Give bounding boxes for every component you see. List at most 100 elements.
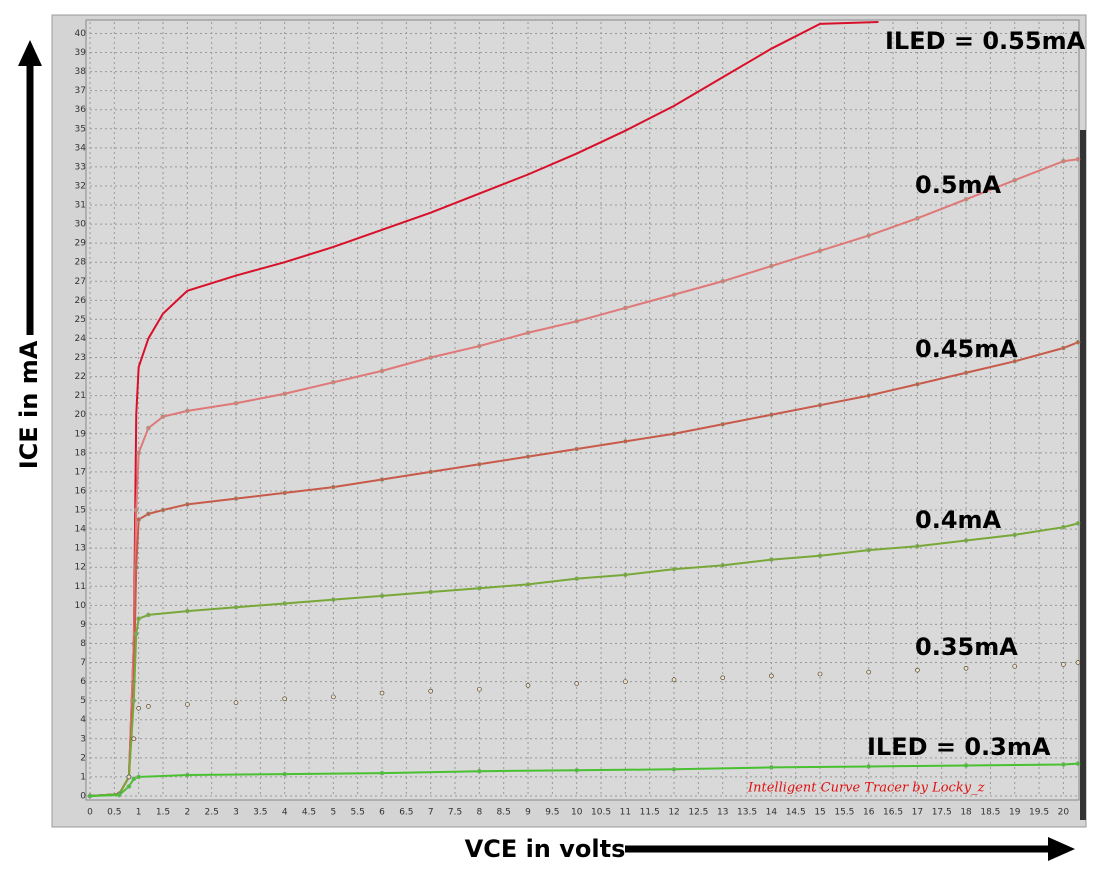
data-point (1061, 762, 1066, 767)
data-point (769, 673, 774, 679)
x-tick-label: 8.5 (497, 808, 511, 818)
series-label: 0.5mA (915, 171, 1002, 199)
y-tick-label: 29 (75, 239, 87, 249)
data-point (1075, 521, 1081, 526)
data-point (1075, 156, 1081, 162)
x-tick-label: 14.5 (786, 808, 806, 818)
series-label: ILED = 0.55mA (885, 27, 1086, 55)
x-tick-label: 13 (717, 808, 728, 818)
y-tick-label: 28 (75, 258, 87, 268)
data-point (915, 667, 920, 673)
data-point (331, 380, 336, 385)
data-point (1061, 662, 1066, 667)
data-point (671, 767, 677, 772)
data-point (963, 665, 969, 671)
data-point (428, 688, 433, 694)
data-point (525, 454, 531, 459)
data-point (623, 439, 628, 444)
data-point (428, 589, 433, 595)
x-tick-label: 2.5 (205, 808, 219, 818)
data-point (379, 690, 385, 696)
x-tick-label: 5.5 (351, 808, 365, 818)
data-point (379, 593, 385, 599)
series-line (89, 21, 879, 797)
data-point (525, 683, 531, 688)
x-tick-label: 7.5 (448, 808, 462, 818)
data-point (1061, 524, 1066, 530)
x-axis-label: VCE in volts (465, 835, 626, 863)
x-tick-label: 18.5 (980, 808, 1000, 818)
data-point (282, 771, 287, 777)
data-point (817, 248, 823, 254)
data-point (769, 412, 774, 418)
x-arrow-head (1048, 837, 1075, 861)
x-tick-label: 1 (136, 808, 142, 818)
plot-area (85, 19, 1080, 801)
data-point (1075, 761, 1081, 766)
data-point (233, 496, 239, 501)
data-point (769, 765, 774, 770)
data-point (623, 679, 628, 684)
data-point (185, 408, 190, 414)
y-tick-label: 6 (80, 677, 86, 687)
data-point (477, 343, 482, 349)
data-point (963, 538, 969, 543)
data-point (428, 355, 433, 360)
x-tick-label: 6.5 (399, 808, 413, 818)
data-point (671, 431, 677, 437)
data-point (574, 576, 579, 581)
data-point (817, 671, 823, 677)
y-tick-label: 18 (75, 448, 87, 458)
y-tick-label: 35 (75, 124, 86, 134)
x-tick-label: 4 (282, 808, 288, 818)
data-point (185, 702, 190, 707)
data-point (133, 631, 139, 637)
y-tick-label: 38 (75, 67, 87, 77)
data-point (720, 563, 726, 568)
data-point (963, 763, 969, 768)
y-tick-label: 21 (75, 391, 86, 401)
x-tick-label: 16 (863, 808, 875, 818)
x-tick-label: 15 (814, 808, 825, 818)
x-tick-label: 12 (668, 808, 679, 818)
x-tick-label: 12.5 (688, 808, 708, 818)
data-point (1075, 660, 1081, 665)
data-point (331, 694, 336, 700)
data-point (133, 564, 139, 570)
x-tick-label: 19 (1009, 808, 1021, 818)
data-point (233, 400, 239, 406)
y-tick-label: 31 (75, 201, 86, 211)
data-point (1012, 532, 1018, 538)
data-point (915, 543, 920, 549)
x-tick-label: 3.5 (253, 808, 267, 818)
y-tick-label: 2 (80, 753, 86, 763)
x-tick-label: 17 (912, 808, 923, 818)
y-tick-label: 3 (80, 734, 86, 744)
series-line (89, 762, 1079, 797)
data-point (146, 704, 151, 709)
data-point (720, 421, 726, 427)
y-tick-label: 19 (75, 429, 87, 439)
data-point (623, 305, 628, 311)
data-point (136, 706, 141, 711)
y-tick-label: 10 (75, 601, 87, 611)
data-point (866, 669, 872, 675)
data-point (525, 582, 531, 587)
data-point (477, 585, 482, 591)
y-tick-label: 1 (80, 772, 86, 782)
y-tick-label: 14 (75, 525, 87, 535)
y-tick-label: 8 (80, 639, 86, 649)
data-point (136, 616, 141, 622)
y-tick-label: 4 (80, 715, 86, 725)
data-point (160, 414, 166, 419)
x-tick-label: 7 (428, 808, 434, 818)
data-point (671, 566, 677, 572)
series-label: 0.35mA (915, 633, 1018, 661)
y-tick-label: 0 (80, 792, 86, 802)
data-point (915, 381, 920, 387)
data-point (160, 507, 166, 513)
x-tick-label: 16.5 (883, 808, 903, 818)
y-axis-label: ICE in mA (15, 340, 43, 469)
data-point (963, 370, 969, 376)
